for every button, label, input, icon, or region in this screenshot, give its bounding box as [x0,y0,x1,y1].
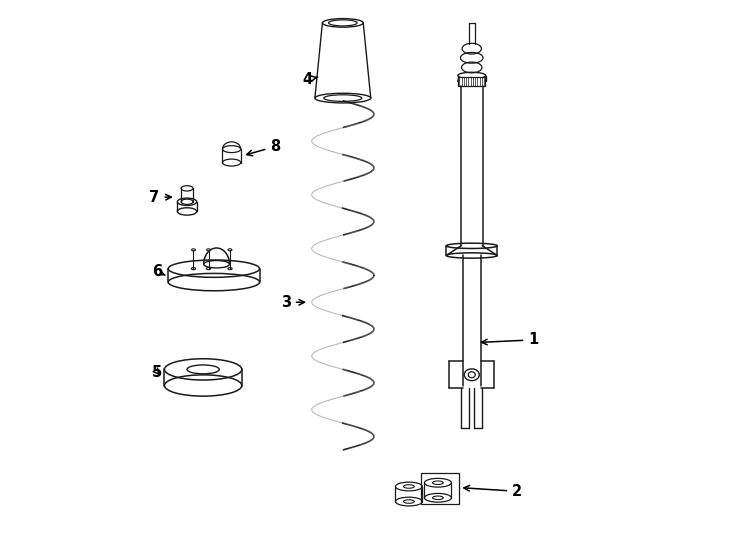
Text: 2: 2 [464,484,522,499]
Text: 6: 6 [152,264,165,279]
Text: 5: 5 [152,364,162,380]
Bar [421,472,459,504]
Text: 4: 4 [302,72,318,87]
Text: 3: 3 [280,295,305,310]
Text: 1: 1 [482,332,539,347]
Bar [458,77,485,86]
Text: 7: 7 [150,190,171,205]
Text: 8: 8 [247,139,280,156]
